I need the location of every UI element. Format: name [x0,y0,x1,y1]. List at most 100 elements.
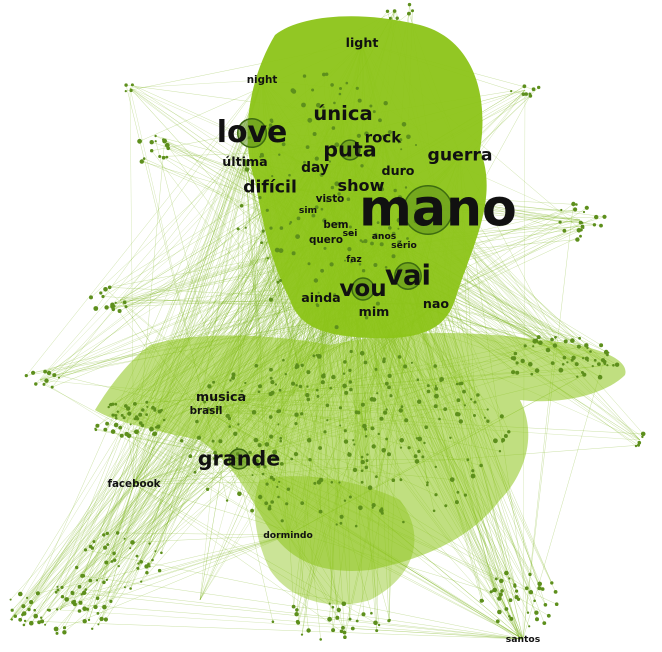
graph-node [400,148,403,151]
graph-node [380,187,385,192]
graph-node [22,623,26,627]
graph-node [117,565,120,568]
graph-node [114,417,118,420]
graph-node [404,186,408,189]
graph-node [534,610,539,615]
graph-node [110,560,114,563]
graph-node [360,459,365,465]
graph-node [295,384,298,387]
graph-node [534,368,540,373]
graph-node [225,413,230,418]
graph-node [603,362,607,365]
graph-node [313,481,317,485]
graph-node [360,351,363,354]
graph-node [348,617,352,621]
graph-node [105,531,110,536]
graph-node [434,465,437,469]
graph-node [444,504,448,508]
graph-node [354,524,358,528]
graph-node [489,590,493,594]
graph-node [333,293,337,297]
graph-node [136,566,140,570]
graph-node [90,546,95,550]
graph-node [383,101,388,106]
graph-node [109,599,113,604]
graph-node [254,363,259,368]
graph-node [395,16,399,20]
node-label-dificil: difícil [243,177,297,197]
graph-node [162,138,165,141]
graph-node [537,341,540,344]
graph-node [243,394,246,398]
graph-node [164,142,170,148]
node-label-vai: vai [385,258,431,291]
graph-node [81,574,86,578]
graph-node [347,452,350,454]
graph-node [23,619,27,623]
graph-node [325,72,329,76]
graph-node [380,507,384,510]
graph-node [305,145,310,150]
graph-node [356,133,361,138]
graph-node [333,101,336,105]
graph-node [312,132,317,136]
graph-node [257,390,261,394]
graph-node [384,136,388,139]
graph-node [264,442,270,447]
graph-node [323,246,327,250]
graph-node [206,487,210,491]
graph-node [578,336,581,340]
graph-node [330,83,334,87]
graph-node [367,485,373,491]
graph-edge [39,379,289,536]
graph-node [599,223,603,228]
graph-node [274,247,280,253]
graph-node [114,301,117,304]
graph-node [140,580,143,583]
node-label-visto: visto [316,193,345,205]
graph-node [308,458,312,462]
graph-node [278,388,282,392]
graph-node [589,350,592,353]
node-label-rock: rock [365,129,402,147]
graph-node [137,138,143,144]
graph-node [285,502,289,506]
graph-node [320,380,325,385]
graph-node [10,618,13,621]
graph-node [375,301,380,306]
graph-node [381,448,387,453]
graph-node [346,197,351,201]
graph-node [342,630,347,635]
graph-node [260,241,264,245]
graph-node [326,419,329,422]
graph-node [265,482,269,486]
graph-node [360,164,364,168]
graph-node [528,625,531,628]
graph-node [594,214,599,220]
graph-node [498,592,503,597]
graph-node [139,560,143,564]
graph-node [372,110,376,114]
graph-node [339,87,342,90]
graph-node [364,435,368,438]
graph-node [376,392,379,395]
graph-node [133,430,137,433]
graph-node [492,589,495,592]
graph-node [338,406,342,410]
graph-node [145,571,149,575]
graph-node [243,162,248,167]
graph-node [10,608,14,612]
graph-node [50,385,54,389]
graph-node [152,432,155,436]
graph-node [87,618,91,622]
graph-node [348,495,352,499]
graph-node [536,335,541,340]
graph-node [581,371,585,375]
graph-node [107,405,110,409]
graph-node [614,362,620,367]
graph-node [495,619,500,624]
graph-node [107,285,112,290]
graph-node [358,263,362,266]
graph-node [104,560,109,565]
graph-node [375,475,378,479]
